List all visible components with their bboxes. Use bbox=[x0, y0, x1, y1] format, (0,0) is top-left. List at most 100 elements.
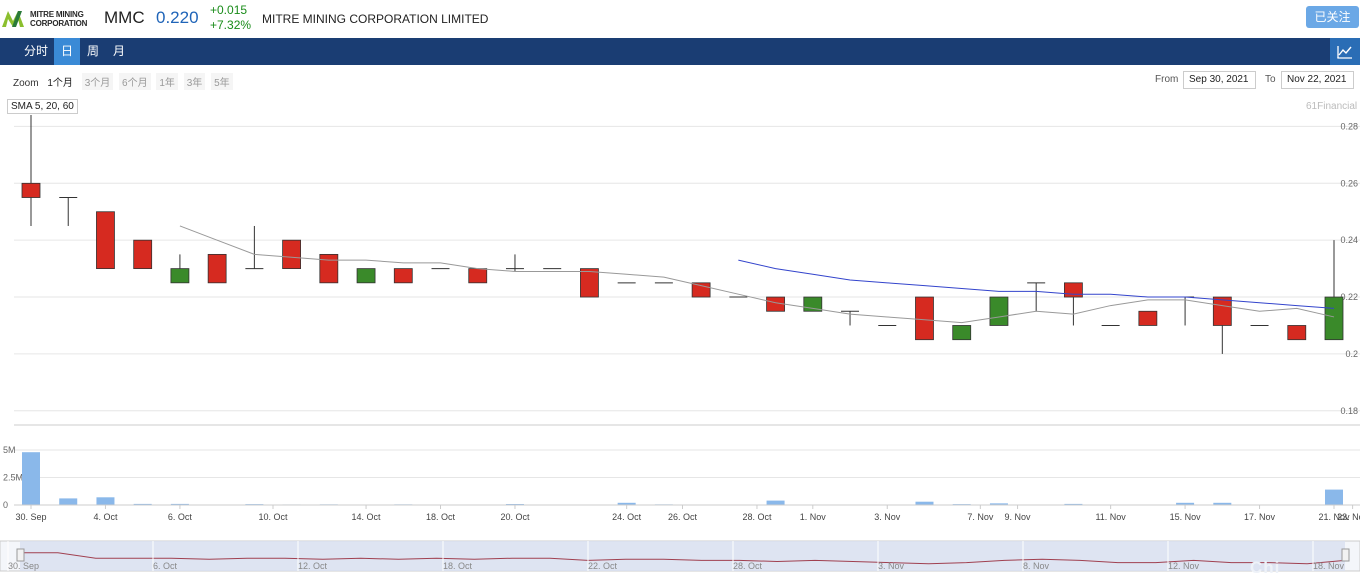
navigator-series bbox=[20, 552, 1346, 565]
logo-line-1: MITRE MINING bbox=[30, 10, 84, 19]
price-tick-label: 0.28 bbox=[1340, 121, 1358, 131]
x-tick-label: 23. Nov bbox=[1337, 512, 1360, 522]
logo-line-2: CORPORATION bbox=[30, 19, 88, 28]
tab-intraday[interactable]: 分时 bbox=[23, 44, 48, 58]
candle-down bbox=[96, 211, 115, 270]
candle-down bbox=[319, 253, 339, 284]
navigator-label: 12. Oct bbox=[298, 561, 328, 571]
price-change: +0.015 +7.32% bbox=[210, 3, 251, 33]
zoom-5y[interactable]: 5年 bbox=[211, 73, 233, 90]
x-tick-label: 4. Oct bbox=[93, 512, 118, 522]
candle-up bbox=[170, 268, 190, 284]
candle-down bbox=[1287, 325, 1307, 341]
from-date-input[interactable]: Sep 30, 2021 bbox=[1183, 71, 1256, 89]
volume-bar bbox=[989, 503, 1008, 505]
change-percent: +7.32% bbox=[210, 18, 252, 32]
company-name: MITRE MINING CORPORATION LIMITED bbox=[262, 12, 489, 26]
navigator-handle[interactable] bbox=[1341, 548, 1350, 562]
volume-bar bbox=[96, 497, 115, 505]
volume-bar bbox=[59, 498, 78, 505]
x-tick-label: 24. Oct bbox=[612, 512, 642, 522]
x-tick-label: 17. Nov bbox=[1244, 512, 1276, 522]
volume-bar bbox=[22, 452, 40, 505]
candle-down bbox=[282, 239, 302, 270]
navigator-handle[interactable] bbox=[16, 548, 25, 562]
zoom-3y[interactable]: 3年 bbox=[183, 73, 206, 90]
navigator-label: 3. Nov bbox=[878, 561, 905, 571]
candle-up bbox=[989, 296, 1009, 326]
x-tick-label: 18. Oct bbox=[426, 512, 456, 522]
x-tick-label: 15. Nov bbox=[1170, 512, 1202, 522]
x-tick-label: 28. Oct bbox=[742, 512, 772, 522]
navigator-label: 8. Nov bbox=[1023, 561, 1050, 571]
x-tick-label: 30. Sep bbox=[15, 512, 46, 522]
candle-down bbox=[1138, 310, 1158, 326]
zoom-label: Zoom bbox=[13, 78, 39, 89]
candle-down bbox=[580, 268, 599, 298]
volume-bar bbox=[133, 503, 152, 505]
tab-monthly[interactable]: 月 bbox=[112, 44, 125, 58]
volume-bar bbox=[1325, 489, 1343, 505]
company-logo: MITRE MINING CORPORATION bbox=[2, 8, 90, 30]
candle-down bbox=[133, 239, 153, 270]
last-price: 0.220 bbox=[156, 8, 199, 27]
logo-text: MITRE MINING CORPORATION bbox=[30, 10, 87, 28]
volume-tick-label: 0 bbox=[3, 500, 8, 510]
candle-up bbox=[952, 325, 972, 341]
to-date-input[interactable]: Nov 22, 2021 bbox=[1281, 71, 1354, 89]
period-tabs: 分时 日 周 月 bbox=[0, 38, 1360, 65]
volume-bar bbox=[1064, 503, 1083, 505]
price-tick-label: 0.26 bbox=[1340, 178, 1358, 188]
watermark-text: 61Financial bbox=[1306, 101, 1358, 112]
x-tick-label: 3. Nov bbox=[874, 512, 901, 522]
x-tick-label: 21. Nov bbox=[1318, 512, 1350, 522]
volume-tick-label: 5M bbox=[3, 445, 16, 455]
navigator-selection bbox=[20, 541, 1345, 571]
candle-down bbox=[1064, 282, 1083, 298]
follow-button[interactable]: 已关注 bbox=[1306, 6, 1359, 28]
volume-bar bbox=[170, 503, 189, 505]
zoom-6m[interactable]: 6个月 bbox=[119, 73, 151, 90]
chart-type-button[interactable] bbox=[1330, 38, 1360, 65]
volume-bar bbox=[915, 501, 934, 505]
candle-down bbox=[393, 268, 413, 284]
x-tick-label: 7. Nov bbox=[967, 512, 994, 522]
price-tick-label: 0.2 bbox=[1345, 349, 1358, 359]
x-tick-label: 11. Nov bbox=[1095, 512, 1126, 522]
x-tick-label: 6. Oct bbox=[168, 512, 193, 522]
navigator-label: 28. Oct bbox=[733, 561, 763, 571]
x-tick-label: 26. Oct bbox=[668, 512, 698, 522]
zoom-1y[interactable]: 1年 bbox=[156, 73, 178, 90]
volume-bar bbox=[617, 502, 636, 505]
tab-weekly[interactable]: 周 bbox=[86, 44, 99, 58]
candle-down bbox=[1212, 296, 1232, 326]
candle-down bbox=[468, 268, 488, 284]
x-tick-label: 1. Nov bbox=[800, 512, 827, 522]
candle-down bbox=[691, 282, 711, 298]
logo-mark-icon bbox=[2, 11, 24, 27]
zoom-3m[interactable]: 3个月 bbox=[81, 73, 114, 90]
line-chart-icon bbox=[1337, 46, 1352, 59]
x-tick-label: 20. Oct bbox=[500, 512, 530, 522]
zoom-1m[interactable]: 1个月 bbox=[47, 78, 73, 89]
price-tick-label: 0.22 bbox=[1340, 292, 1358, 302]
change-absolute: +0.015 bbox=[210, 3, 248, 17]
from-label: From bbox=[1155, 74, 1179, 85]
x-tick-label: 14. Oct bbox=[352, 512, 382, 522]
to-label: To bbox=[1265, 74, 1276, 85]
header: MITRE MINING CORPORATION MMC 0.220 +0.01… bbox=[0, 0, 1360, 37]
volume-bar bbox=[1213, 502, 1232, 505]
x-tick-label: 9. Nov bbox=[1005, 512, 1032, 522]
tab-daily[interactable]: 日 bbox=[54, 38, 80, 65]
price-tick-label: 0.18 bbox=[1340, 406, 1358, 416]
candle-up bbox=[1324, 296, 1344, 341]
volume-bar bbox=[1176, 502, 1195, 505]
bottom-brand-text: Chi bbox=[1250, 558, 1281, 577]
candle-down bbox=[21, 182, 41, 198]
price-tick-label: 0.24 bbox=[1340, 235, 1358, 245]
navigator-label: 30. Sep bbox=[8, 561, 39, 571]
sma20-line bbox=[738, 259, 1335, 309]
sma5-line bbox=[179, 225, 1335, 324]
